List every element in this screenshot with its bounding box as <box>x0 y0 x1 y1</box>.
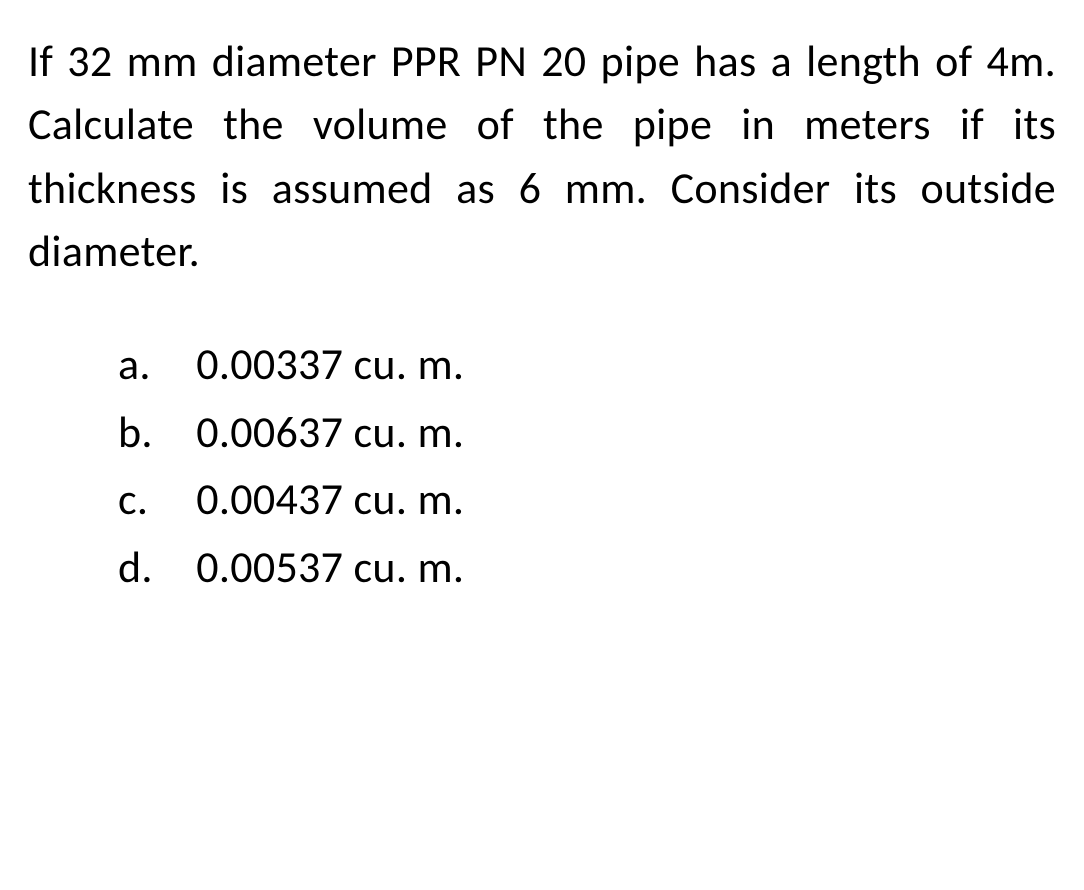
option-value: 0.00637 cu. m. <box>196 405 464 459</box>
option-value: 0.00337 cu. m. <box>196 337 464 391</box>
option-a: a. 0.00337 cu. m. <box>118 333 1056 396</box>
option-label: c. <box>118 468 186 531</box>
option-label: b. <box>118 401 186 464</box>
option-label: a. <box>118 333 186 396</box>
option-value: 0.00537 cu. m. <box>196 540 464 594</box>
option-c: c. 0.00437 cu. m. <box>118 468 1056 531</box>
question-text: If 32 mm diameter PPR PN 20 pipe has a l… <box>28 30 1056 283</box>
option-b: b. 0.00637 cu. m. <box>118 401 1056 464</box>
option-label: d. <box>118 536 186 599</box>
options-list: a. 0.00337 cu. m. b. 0.00637 cu. m. c. 0… <box>28 323 1056 598</box>
option-value: 0.00437 cu. m. <box>196 472 464 526</box>
option-d: d. 0.00537 cu. m. <box>118 536 1056 599</box>
